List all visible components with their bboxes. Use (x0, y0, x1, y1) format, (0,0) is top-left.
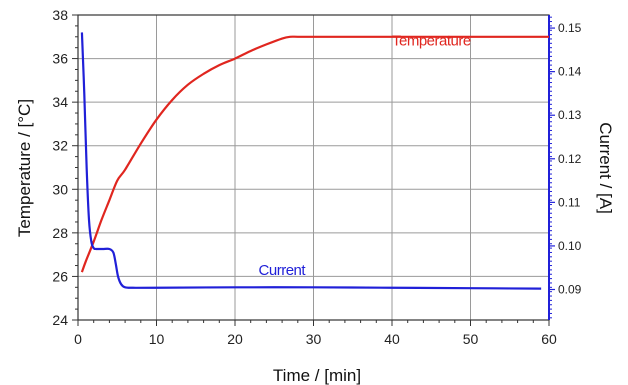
annotations: Temperature Current (259, 33, 472, 280)
y-left-tick-label: 26 (52, 268, 68, 284)
x-tick-label: 50 (463, 331, 479, 347)
x-tick-label: 20 (227, 331, 243, 347)
y-right-tick-label: 0.09 (558, 283, 582, 297)
series-line-temperature (80, 35, 549, 273)
y-axis-left-title: Temperature / [°C] (15, 99, 34, 237)
x-tick-label: 0 (74, 331, 82, 347)
x-tick-label: 60 (541, 331, 557, 347)
x-tick-label: 10 (149, 331, 165, 347)
x-tick-label: 30 (306, 331, 322, 347)
grid (78, 15, 549, 320)
y-right-tick-label: 0.14 (558, 65, 582, 79)
series-layer (80, 32, 549, 290)
y-left-tick-label: 38 (52, 7, 68, 23)
y-right-tick-label: 0.11 (558, 195, 581, 209)
series-label-temperature: Temperature (392, 33, 471, 50)
series-label-current: Current (259, 262, 307, 279)
y-left-tick-label: 24 (52, 312, 68, 328)
y-right-tick-label: 0.15 (558, 21, 582, 35)
y-left-tick-label: 30 (52, 181, 68, 197)
series-line-current (80, 32, 542, 290)
y-right-tick-label: 0.10 (558, 239, 582, 253)
x-axis-title: Time / [min] (273, 366, 361, 385)
y-left-tick-label: 34 (52, 94, 68, 110)
y-right-tick-label: 0.12 (558, 152, 582, 166)
y-left-tick-label: 32 (52, 138, 68, 154)
x-tick-label: 40 (384, 331, 400, 347)
y-left-tick-label: 28 (52, 225, 68, 241)
y-axis-right-title: Current / [A] (596, 122, 615, 214)
y-right-tick-label: 0.13 (558, 108, 582, 122)
y-left-tick-label: 36 (52, 51, 68, 67)
ticks: 0 10 20 30 40 50 60 24 26 28 30 32 34 36 38 0.09 0.10 0.1… (52, 7, 581, 347)
